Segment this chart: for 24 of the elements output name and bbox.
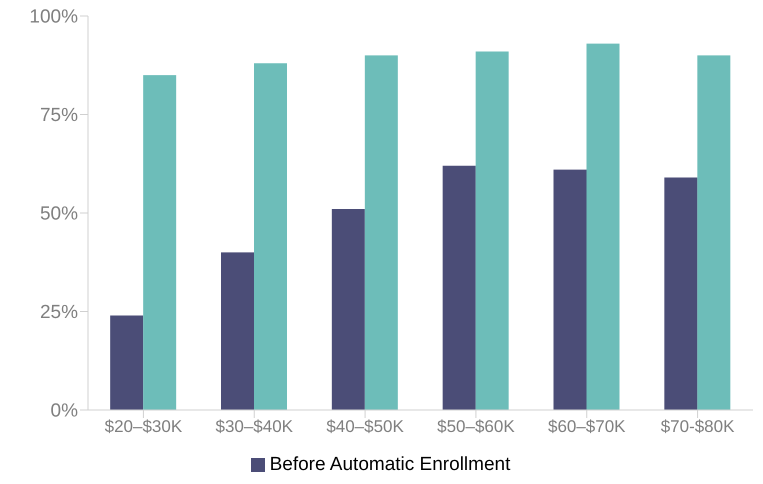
y-tick-label: 75%	[40, 105, 78, 126]
bar	[221, 252, 254, 410]
y-tick-label: 25%	[40, 302, 78, 324]
bar	[143, 75, 176, 410]
bar	[664, 178, 698, 410]
x-tick-label: $30–$40K	[215, 417, 294, 436]
bar	[364, 55, 398, 410]
bar	[332, 209, 365, 410]
y-tick-label: 50%	[40, 204, 78, 225]
x-tick-label: $50–$60K	[437, 417, 516, 436]
x-tick-label: $60–$70K	[548, 417, 626, 436]
y-tick-label: 100%	[29, 6, 78, 28]
bar	[254, 63, 287, 410]
bar	[697, 55, 730, 410]
x-tick-label: $70-$80K	[660, 417, 736, 436]
bar	[554, 170, 586, 410]
bar	[442, 166, 476, 410]
x-tick-label: $20–$30K	[104, 417, 183, 436]
bar	[110, 315, 144, 410]
legend-label: Before Automatic Enrollment	[270, 454, 510, 476]
x-tick-label: $40–$50K	[326, 417, 404, 436]
y-tick-label: 0%	[50, 400, 78, 422]
bar	[586, 44, 620, 410]
bar	[476, 51, 509, 410]
